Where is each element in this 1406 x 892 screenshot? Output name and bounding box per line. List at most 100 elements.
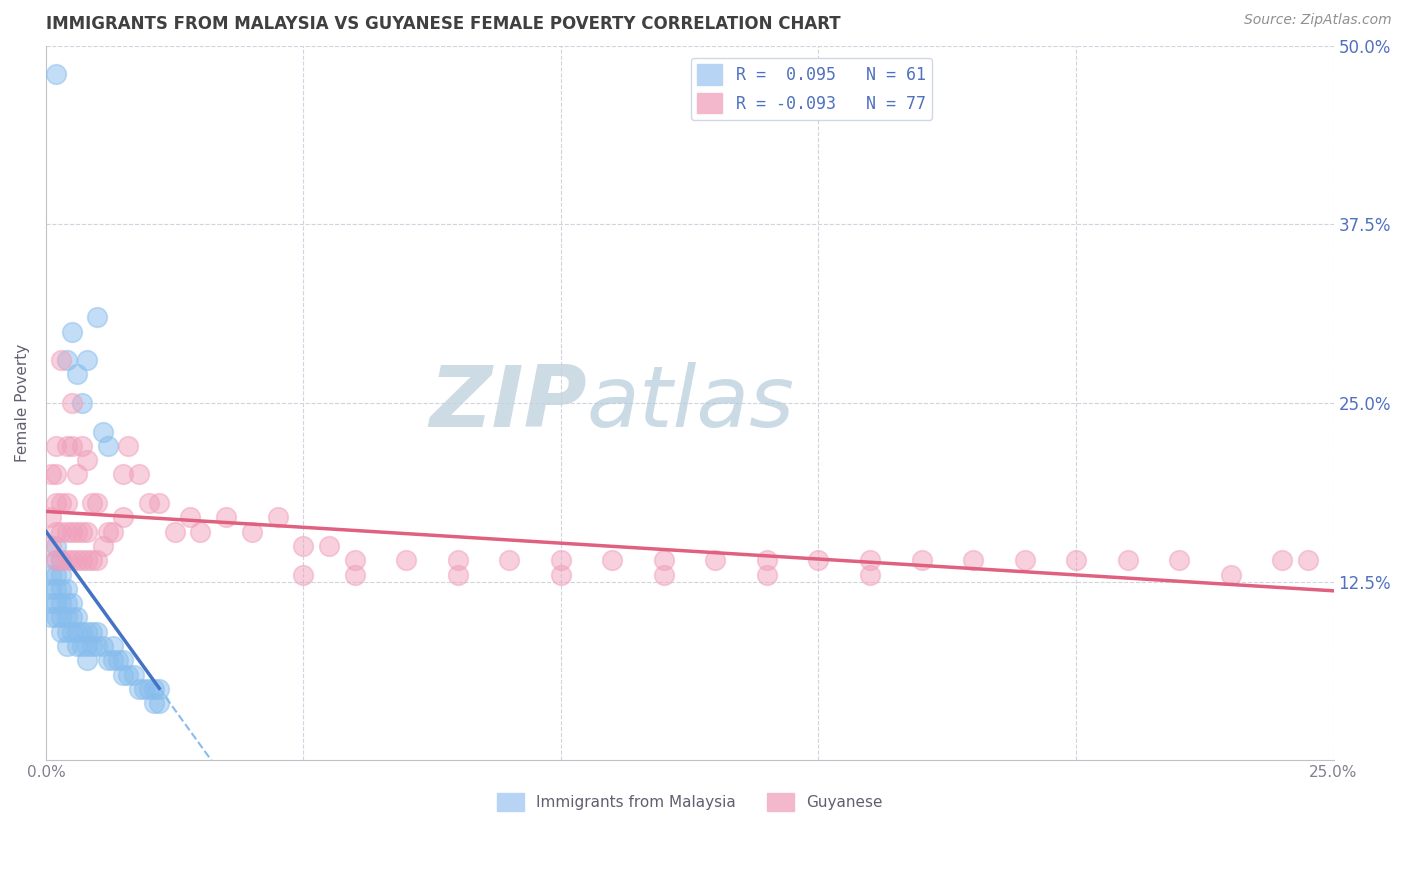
Point [51, 567, 73, 582]
Point [318, 539, 340, 553]
Point [122, 667, 145, 681]
Point [163, 524, 186, 539]
Point [97, 524, 120, 539]
Point [1219, 567, 1241, 582]
Point [51, 353, 73, 368]
Point [86, 496, 108, 510]
Point [45, 496, 67, 510]
Point [756, 567, 779, 582]
Point [60, 624, 83, 639]
Point [1296, 553, 1319, 567]
Point [859, 553, 882, 567]
Point [112, 667, 135, 681]
Point [550, 567, 572, 582]
Point [1271, 553, 1294, 567]
Point [45, 553, 67, 567]
Point [128, 467, 150, 482]
Point [45, 596, 67, 610]
Point [550, 553, 572, 567]
Point [86, 553, 108, 567]
Point [143, 681, 166, 696]
Point [51, 553, 73, 567]
Point [55, 496, 77, 510]
Point [97, 439, 120, 453]
Point [107, 653, 129, 667]
Point [1116, 553, 1139, 567]
Point [101, 653, 124, 667]
Point [91, 539, 114, 553]
Point [39, 582, 62, 596]
Point [76, 639, 98, 653]
Point [70, 624, 93, 639]
Point [60, 325, 83, 339]
Point [148, 696, 170, 710]
Point [70, 524, 93, 539]
Point [756, 553, 779, 567]
Point [51, 524, 73, 539]
Point [60, 553, 83, 567]
Point [45, 553, 67, 567]
Point [112, 467, 135, 482]
Point [962, 553, 984, 567]
Point [82, 624, 104, 639]
Point [91, 639, 114, 653]
Point [39, 539, 62, 553]
Point [138, 681, 160, 696]
Point [498, 553, 520, 567]
Point [39, 510, 62, 524]
Point [55, 353, 77, 368]
Point [51, 496, 73, 510]
Text: atlas: atlas [586, 361, 794, 444]
Point [55, 610, 77, 624]
Point [447, 553, 470, 567]
Point [91, 425, 114, 439]
Point [45, 524, 67, 539]
Point [101, 639, 124, 653]
Point [66, 639, 89, 653]
Point [138, 496, 160, 510]
Point [76, 524, 98, 539]
Point [82, 496, 104, 510]
Point [1014, 553, 1036, 567]
Point [395, 553, 418, 567]
Point [55, 439, 77, 453]
Point [652, 567, 675, 582]
Point [859, 567, 882, 582]
Point [86, 639, 108, 653]
Point [45, 539, 67, 553]
Point [66, 467, 89, 482]
Point [132, 681, 155, 696]
Point [807, 553, 830, 567]
Point [82, 553, 104, 567]
Point [76, 453, 98, 467]
Text: IMMIGRANTS FROM MALAYSIA VS GUYANESE FEMALE POVERTY CORRELATION CHART: IMMIGRANTS FROM MALAYSIA VS GUYANESE FEM… [46, 15, 841, 33]
Point [55, 624, 77, 639]
Point [66, 524, 89, 539]
Point [101, 524, 124, 539]
Point [910, 553, 932, 567]
Point [652, 553, 675, 567]
Point [143, 696, 166, 710]
Point [76, 353, 98, 368]
Point [70, 396, 93, 410]
Point [66, 553, 89, 567]
Point [1064, 553, 1087, 567]
Point [45, 610, 67, 624]
Point [117, 667, 139, 681]
Point [117, 439, 139, 453]
Point [76, 624, 98, 639]
Point [55, 524, 77, 539]
Point [60, 396, 83, 410]
Legend: Immigrants from Malaysia, Guyanese: Immigrants from Malaysia, Guyanese [491, 788, 889, 817]
Point [55, 553, 77, 567]
Point [66, 610, 89, 624]
Point [51, 596, 73, 610]
Text: Source: ZipAtlas.com: Source: ZipAtlas.com [1244, 13, 1392, 28]
Point [70, 439, 93, 453]
Point [704, 553, 727, 567]
Point [45, 67, 67, 81]
Point [179, 510, 201, 524]
Point [82, 639, 104, 653]
Point [190, 524, 212, 539]
Point [76, 653, 98, 667]
